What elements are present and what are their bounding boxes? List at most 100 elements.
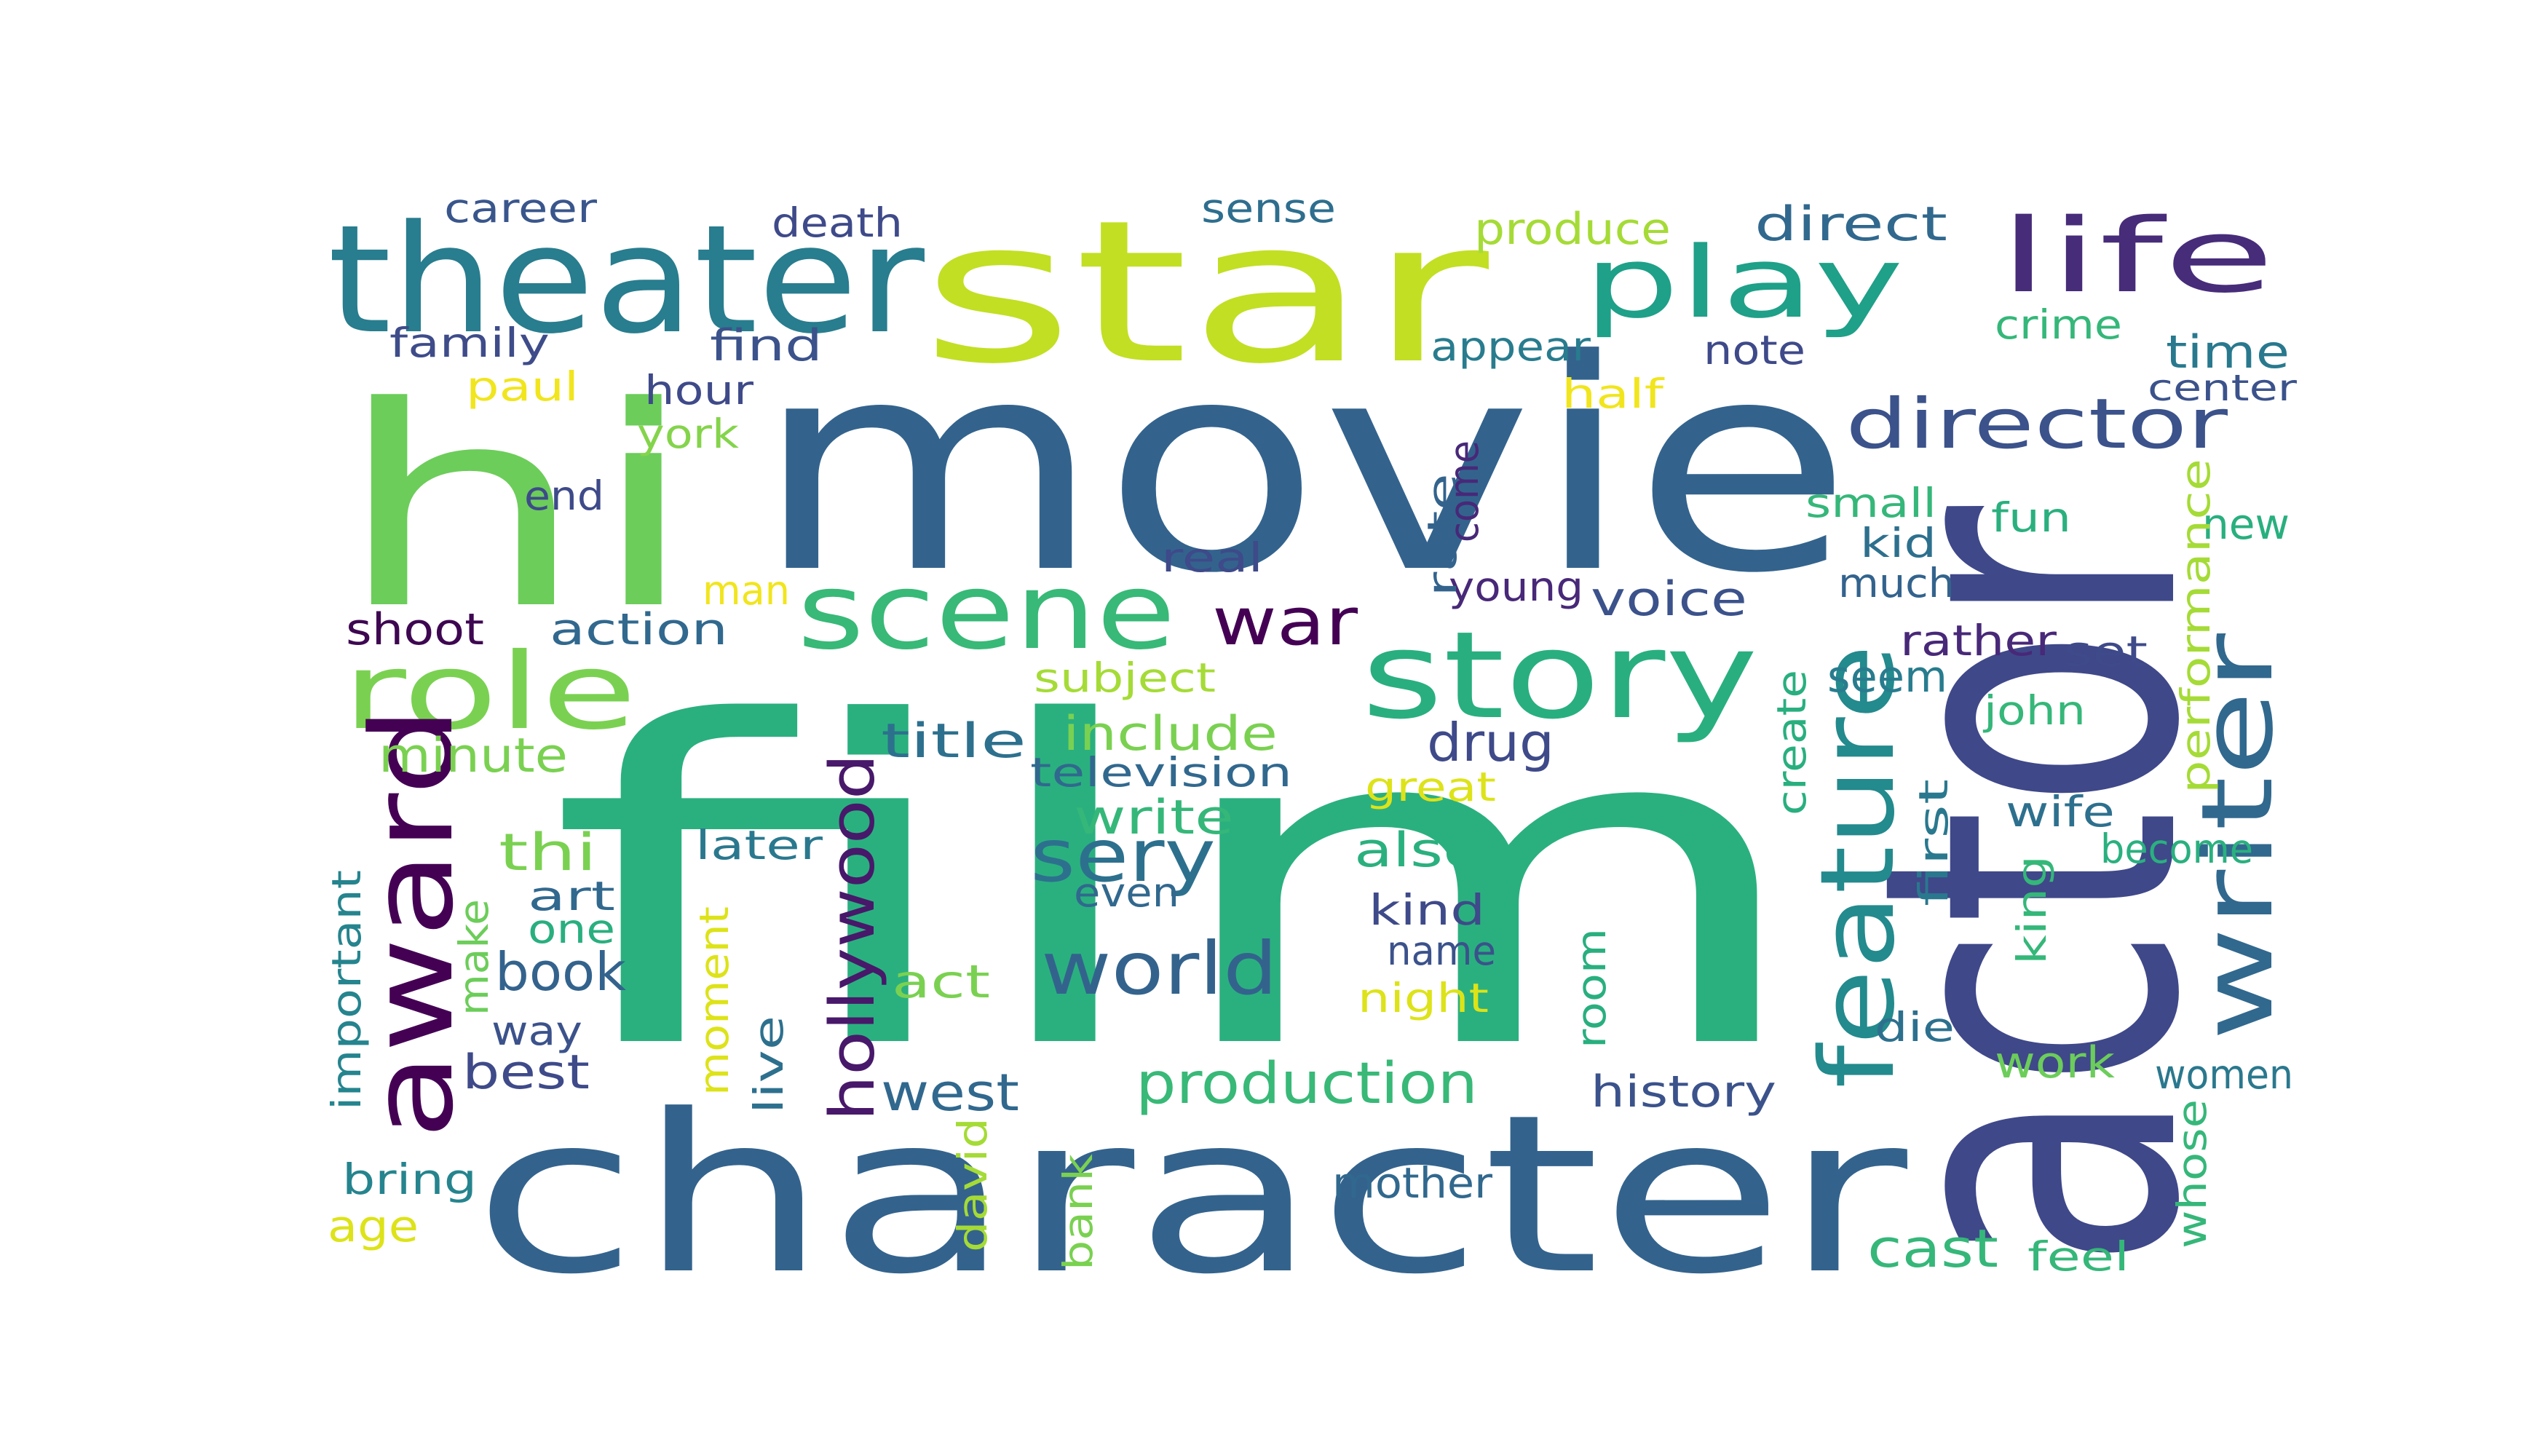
word-set: set — [2064, 627, 2148, 676]
word-young: young — [1449, 563, 1583, 610]
word-wife: wife — [2006, 787, 2115, 836]
word-important: important — [323, 870, 370, 1110]
word-direct: direct — [1754, 197, 1947, 252]
word-work: work — [1995, 1037, 2115, 1088]
word-mother: mother — [1332, 1158, 1492, 1208]
word-rather: rather — [1900, 616, 2057, 665]
word-hi: hi — [335, 347, 699, 670]
word-night: night — [1358, 975, 1489, 1021]
word-real: real — [1161, 534, 1263, 581]
word-voice: voice — [1591, 572, 1747, 627]
word-thi: thi — [499, 823, 597, 882]
word-end: end — [524, 472, 604, 519]
word-best: best — [462, 1045, 590, 1100]
word-world: world — [1041, 926, 1278, 1011]
word-death: death — [772, 199, 903, 246]
word-history: history — [1591, 1067, 1776, 1117]
word-book: book — [495, 941, 626, 1002]
word-later: later — [695, 822, 823, 869]
word-fun: fun — [1991, 494, 2071, 541]
word-hour: hour — [644, 367, 753, 414]
word-kind: kind — [1369, 885, 1485, 935]
word-feel: feel — [2027, 1233, 2129, 1280]
word-die: die — [1875, 1004, 1955, 1051]
word-role: role — [342, 630, 637, 753]
word-play: play — [1583, 226, 1904, 340]
word-whose: whose — [2169, 1099, 2215, 1249]
word-film: film — [547, 629, 1814, 1146]
word-time: time — [2166, 325, 2290, 379]
word-man: man — [703, 567, 790, 614]
word-television: television — [1030, 749, 1292, 796]
word-center: center — [2148, 367, 2298, 409]
word-war: war — [1212, 584, 1358, 660]
word-great: great — [1365, 764, 1496, 810]
word-cast: cast — [1867, 1218, 1998, 1279]
word-feature: feature — [1799, 644, 1918, 1088]
word-write: write — [1074, 791, 1234, 845]
word-title: title — [881, 714, 1026, 769]
word-west: west — [881, 1063, 1019, 1123]
word-actor: actor — [1795, 503, 2270, 1270]
word-director: director — [1845, 384, 2228, 464]
word-theater: theater — [328, 194, 925, 367]
word-include: include — [1063, 707, 1278, 761]
word-also: also — [1354, 823, 1481, 878]
word-new: new — [2202, 499, 2290, 549]
word-kid: kid — [1860, 520, 1936, 566]
word-bring: bring — [342, 1155, 477, 1204]
word-hollywood: hollywood — [817, 753, 889, 1121]
word-note: note — [1704, 327, 1805, 373]
word-david: david — [949, 1117, 996, 1252]
word-production: production — [1136, 1051, 1478, 1117]
word-one: one — [528, 906, 615, 952]
word-family: family — [389, 320, 550, 366]
word-come: come — [1441, 440, 1487, 542]
word-live: live — [745, 1016, 792, 1114]
word-life: life — [1998, 197, 2275, 316]
word-name: name — [1387, 927, 1496, 974]
word-much: much — [1838, 560, 1955, 606]
word-shoot: shoot — [346, 604, 484, 655]
word-career: career — [444, 185, 597, 232]
word-king: king — [2009, 855, 2055, 965]
word-rate: rate — [1419, 473, 1465, 597]
word-even: even — [1074, 869, 1179, 916]
word-character: character — [473, 1068, 1910, 1322]
word-john: john — [1983, 687, 2086, 734]
word-performance: performance — [2172, 459, 2219, 794]
word-create: create — [1768, 670, 1815, 815]
word-crime: crime — [1995, 301, 2122, 348]
word-york: york — [637, 411, 739, 457]
word-sense: sense — [1201, 185, 1336, 232]
word-award: award — [347, 706, 478, 1139]
word-art: art — [528, 873, 615, 919]
word-paul: paul — [466, 363, 579, 410]
word-room: room — [1568, 928, 1615, 1048]
word-star: star — [921, 178, 1492, 407]
word-movie: movie — [753, 298, 1853, 637]
word-produce: produce — [1474, 204, 1671, 255]
word-way: way — [491, 1008, 582, 1054]
word-subject: subject — [1034, 654, 1216, 701]
word-drug: drug — [1427, 712, 1554, 773]
word-become: become — [2100, 826, 2253, 872]
word-action: action — [550, 604, 728, 655]
word-women: women — [2155, 1051, 2293, 1098]
word-appear: appear — [1431, 323, 1591, 370]
word-first: first — [1910, 779, 1957, 906]
word-writer: writer — [2180, 633, 2295, 1041]
word-half: half — [1562, 371, 1665, 417]
word-find: find — [710, 320, 823, 371]
word-act: act — [892, 955, 990, 1008]
word-minute: minute — [379, 729, 568, 783]
word-sery: sery — [1030, 813, 1216, 898]
word-story: story — [1361, 606, 1758, 745]
word-seem: seem — [1827, 652, 1947, 703]
word-moment: moment — [691, 906, 737, 1096]
word-scene: scene — [797, 550, 1176, 673]
word-age: age — [328, 1201, 419, 1252]
word-make: make — [451, 899, 497, 1016]
word-bank: bank — [1055, 1154, 1101, 1270]
